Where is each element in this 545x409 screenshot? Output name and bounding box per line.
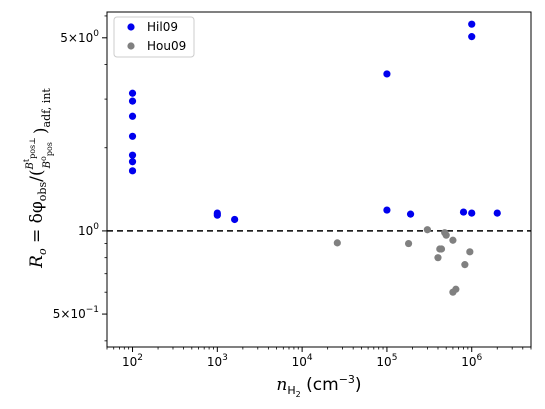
point-hil09-1 — [128, 97, 137, 105]
legend-label-hil09: Hil09 — [147, 20, 178, 34]
y-tick-label-1: 100 — [78, 222, 99, 238]
data-points — [128, 20, 501, 296]
point-hil09-0 — [128, 89, 137, 97]
point-hil09-14 — [468, 20, 476, 28]
point-hil09-4 — [128, 151, 137, 159]
point-hil09-9 — [231, 215, 239, 224]
point-hil09-12 — [406, 210, 415, 218]
x-axis-label: nH2 (cm−3) — [276, 373, 361, 399]
point-hil09-17 — [493, 209, 501, 217]
point-hou09-0 — [333, 239, 341, 247]
legend-marker-hou09 — [127, 42, 135, 50]
point-hou09-12 — [466, 248, 474, 256]
x-tick-label-4: 106 — [461, 353, 482, 369]
x-tick-label-0: 102 — [122, 353, 143, 369]
point-hil09-11 — [383, 206, 391, 214]
plot-frame — [106, 11, 532, 348]
point-hil09-13 — [459, 208, 468, 216]
point-hil09-3 — [128, 132, 137, 140]
point-hou09-2 — [423, 226, 431, 234]
point-hou09-10 — [452, 285, 460, 293]
point-hil09-2 — [128, 112, 137, 120]
x-tick-label-2: 104 — [292, 353, 313, 369]
point-hil09-5 — [128, 158, 137, 166]
point-hil09-8 — [213, 211, 221, 219]
point-hil09-6 — [128, 167, 137, 175]
axis-ticks: 102 103 104 105 106 5×10−1 100 5×100 — [53, 15, 532, 369]
point-hil09-15 — [468, 33, 476, 41]
y-tick-label-0: 5×10−1 — [53, 305, 99, 321]
x-tick-label-1: 103 — [207, 353, 228, 369]
y-tick-label-2: 5×100 — [60, 29, 99, 45]
point-hou09-5 — [437, 245, 446, 253]
legend-label-hou09: Hou09 — [147, 39, 186, 53]
point-hou09-11 — [461, 261, 469, 269]
legend: Hil09 Hou09 — [113, 16, 195, 58]
point-hou09-1 — [404, 239, 413, 248]
x-tick-label-3: 105 — [376, 353, 397, 369]
point-hou09-7 — [442, 231, 450, 239]
legend-marker-hil09 — [127, 23, 135, 31]
point-hou09-8 — [449, 236, 457, 244]
point-hou09-3 — [434, 254, 442, 262]
point-hil09-16 — [468, 209, 476, 217]
point-hil09-10 — [383, 70, 391, 78]
y-axis-label: Ro = δφobs/(Btpos⊥Bopos)adf, int — [22, 88, 54, 269]
